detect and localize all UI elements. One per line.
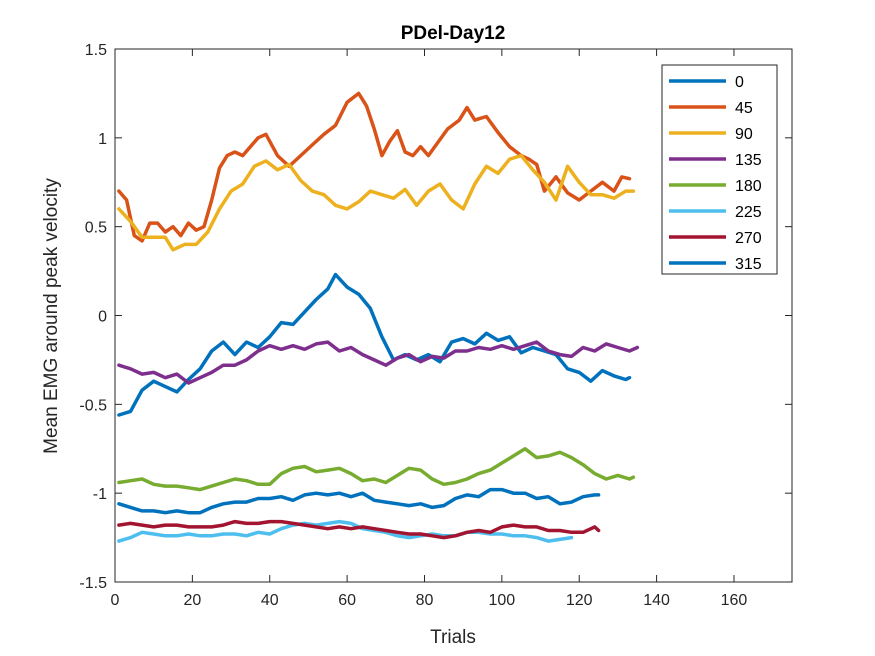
series-line-135 (117, 340, 640, 385)
x-tick-label: 60 (338, 592, 356, 609)
x-tick-label: 40 (261, 592, 279, 609)
y-tick-label: -1.5 (79, 575, 107, 592)
series-line-180 (117, 447, 636, 492)
series-line-270 (117, 519, 601, 540)
legend-label-45: 45 (735, 100, 753, 117)
y-tick-label: -1 (93, 486, 107, 503)
series-line-315 (117, 487, 601, 515)
legend: 0 45 90 135 180 225 270 315 (661, 64, 778, 275)
chart-title: PDel-Day12 (401, 23, 506, 44)
x-tick-label: 120 (566, 592, 593, 609)
legend-label-90: 90 (735, 126, 753, 143)
y-axis-label: Mean EMG around peak velocity (41, 178, 62, 454)
y-tick-label: -0.5 (79, 397, 107, 414)
y-tick-label: 0.5 (85, 220, 107, 237)
legend-label-270: 270 (735, 230, 762, 247)
y-tick-label: 1.5 (85, 42, 107, 59)
series-layer (117, 91, 640, 543)
x-tick-label: 100 (489, 592, 516, 609)
x-tick-label: 160 (721, 592, 748, 609)
series-line-90 (117, 153, 636, 252)
x-axis-ticks: 0 20 40 60 80 100 120 140 160 (111, 49, 748, 609)
legend-label-225: 225 (735, 204, 762, 221)
legend-label-0: 0 (735, 74, 744, 91)
legend-box (661, 64, 778, 275)
x-tick-label: 80 (416, 592, 434, 609)
x-tick-label: 0 (111, 592, 120, 609)
legend-label-135: 135 (735, 152, 762, 169)
legend-label-315: 315 (735, 256, 762, 273)
x-tick-label: 140 (643, 592, 670, 609)
x-axis-label: Trials (430, 627, 476, 648)
series-line-225 (117, 519, 574, 543)
x-tick-label: 20 (183, 592, 201, 609)
series-line-45 (117, 91, 632, 243)
legend-label-180: 180 (735, 178, 762, 195)
y-tick-label: 1 (98, 131, 107, 148)
y-tick-label: 0 (98, 309, 107, 326)
y-axis-ticks: -1.5 -1 -0.5 0 0.5 1 1.5 (79, 42, 792, 592)
